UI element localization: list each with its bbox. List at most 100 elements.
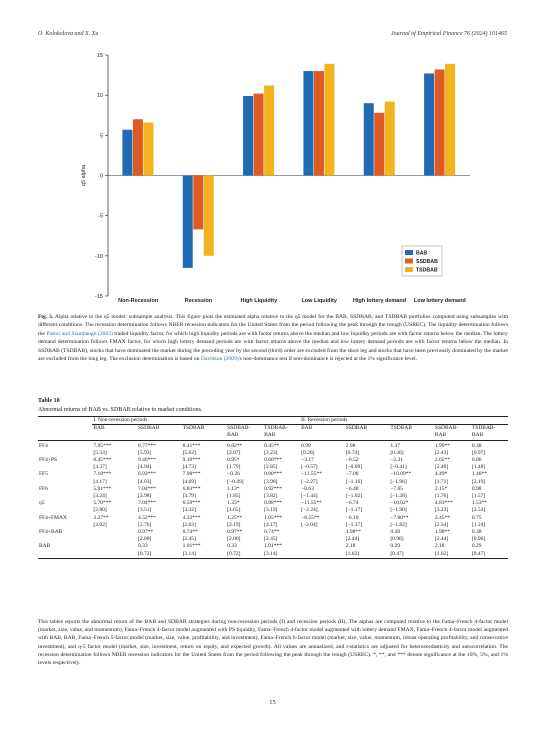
tstat-cell: [−2.04] [301,521,318,528]
tstat-cell: [2.00] [137,536,152,543]
table-tstat-row: [2.80] [3.51] [3.32] [1.65] [3.19] [−2.24] [−1… [38,507,508,514]
table-cell: 1.46** [471,471,488,478]
tstat-cell: [2.44] [434,536,449,543]
table-title: Table 10 [38,398,60,404]
tstat-cell: [2.00] [227,536,241,543]
table-cell: 0.97** [227,529,243,536]
tstat-cell [300,536,345,543]
tstat-cell: [3.14] [263,550,301,559]
bar-ssdbab [374,112,385,176]
table-tstat-row: [5.33] [5.93] [5.62] [2.07] [2.23] [0.26] [0.7… [38,450,508,457]
row-label: FF4+BAB [39,529,63,536]
column-header: BAB [92,424,137,441]
tstat-cell [92,536,137,543]
table-row: FF6 5.91*** 7.04*** 6.83*** 1.13* 0.92*** −8.6… [38,486,508,493]
row-label: FF4+FMAX [39,514,67,521]
tstat-cell: [3.51] [137,507,152,514]
table-cell: −0.52 [345,457,359,464]
bar-ssdbab [434,69,445,176]
y-tick-label: 10 [97,93,103,99]
citation-link-pastor[interactable]: Pastor and Stambaugh (2003) [46,330,113,337]
tstat-cell: [0.47] [470,550,508,559]
tstat-cell: [0.26] [301,449,315,456]
y-tick-label: 0 [100,174,103,180]
table-tstat-row: [4.37] [4.94] [4.73] [1.79] [2.85] [−0.57] [−0… [38,464,508,471]
header-authors: O. Kolokolova and X. Xu [38,31,99,37]
table-cell: 2.18 [345,543,356,550]
column-header: SSDBAB [136,424,182,441]
table-cell: 7.04*** [137,485,156,492]
tstat-cell: [1.62] [344,550,390,559]
legend-label: SSDBAB [416,259,438,265]
table-cell: −0.26 [227,471,240,478]
table-cell [92,529,137,536]
table-cell: −11.55** [301,471,322,478]
bar-tsdbab [445,63,456,176]
tstat-cell: [−1.96] [390,478,407,485]
tstat-cell: [4.73] [182,464,196,471]
tstat-cell: [3.32] [182,507,196,514]
bar-ssdbab [253,93,264,176]
table-cell: −6.48 [345,485,359,492]
x-tick-label: Recession [185,298,213,304]
table-cell: 0.88*** [264,500,283,507]
y-axis-label: q5 alpha [81,164,87,186]
tstat-cell: [4.37] [93,464,107,471]
table-cell: −11.55** [301,500,322,507]
tstat-cell: [−1.82] [390,521,407,528]
table-row: FF4+PS 8.45*** 9.40*** 9.10*** 0.95* 0.66*** −… [38,457,508,464]
tstat-cell: [2.45] [264,536,278,543]
table-cell: 8.77*** [137,442,156,449]
tstat-cell: [0.72] [136,550,182,559]
bar-bab [424,73,435,176]
tstat-cell: [5.93] [137,449,152,456]
bar-bab [243,95,254,176]
table-cell: −7.65 [390,485,404,492]
tstat-cell: [1.57] [471,493,486,500]
x-tick-label: Low lottery demand [414,298,466,304]
table-cell: 1.13* [227,485,240,492]
bar-ssdbab [313,71,324,176]
table-cell: 0.86 [471,457,482,464]
tstat-cell: [5.33] [93,449,107,456]
tstat-cell: [1.71] [434,478,449,485]
empty-cell [38,507,92,514]
tstat-cell: [−0.57] [301,464,318,471]
table-tstat-row: [2.00] [2.45] [2.00] [2.45] [2.44] [0.96] [2.4… [38,536,508,543]
empty-cell [38,450,92,457]
table-cell: 4.32*** [182,514,201,521]
empty-cell [38,550,93,559]
tstat-cell: [0.96] [471,536,486,543]
citation-link-davidson[interactable]: Davidson (2009) [200,356,239,363]
table-cell: 3.27** [93,514,109,521]
tstat-cell: [−1.44] [301,493,318,500]
table-cell: 2.45** [434,514,451,521]
tstat-cell: [3.19] [264,507,278,514]
legend-swatch [405,250,413,255]
tstat-cell: [2.43] [434,449,449,456]
table-cell: 0.74** [264,529,280,536]
table-header-row: BAB SSDBAB TSDBAB SSDBAB- BAB TSDBAB- BAB BAB… [38,424,508,441]
bar-tsdbab [143,122,154,176]
table-row: FF4+FMAX 3.27** 4.52*** 4.32*** 1.25** 1.05**… [38,515,508,522]
tstat-cell: [3.98] [137,493,152,500]
table-cell: 0.33 [227,543,237,550]
empty-cell [38,424,93,441]
tstat-cell: [0.96] [390,536,404,543]
tstat-cell: [4.94] [137,464,152,471]
tstat-cell: [2.63] [182,521,196,528]
table-cell [300,543,345,550]
y-tick-label: 5 [100,133,103,139]
table-cell: 0.80*** [264,471,283,478]
table-cell: 1.37 [390,442,400,449]
tstat-cell: [4.69] [182,478,196,485]
table-subtitle: Abnormal returns of BAB vs. SDBAB relati… [38,407,203,413]
bar-tsdbab [203,175,214,256]
bar-bab [303,71,314,176]
table-cell: 1.01*** [182,543,201,550]
table-cell: 0.38 [471,442,482,449]
table-cell: 8.45*** [93,457,112,464]
empty-cell [38,493,92,500]
table-tstat-row: [2.02] [2.76] [2.63] [2.19] [4.17] [−2.04] [−1… [38,522,508,529]
table-cell: 1.53** [471,500,488,507]
